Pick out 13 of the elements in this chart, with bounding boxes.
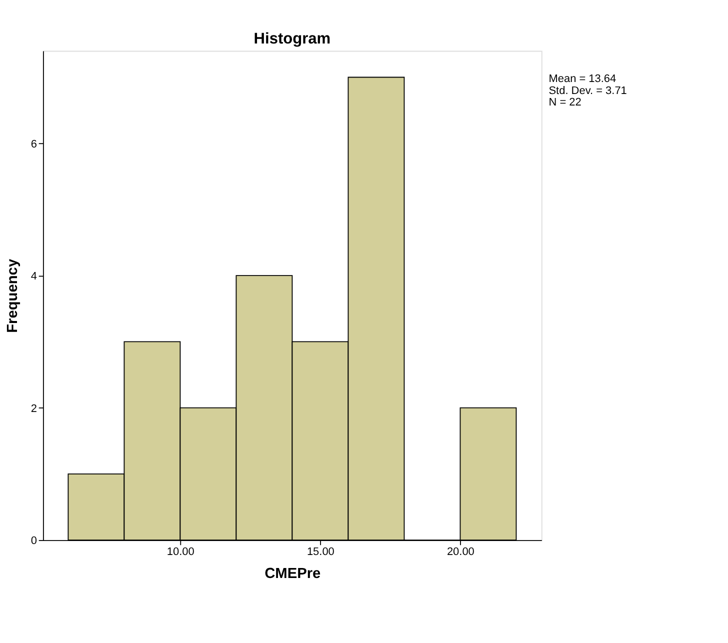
x-axis-title: CMEPre bbox=[264, 566, 321, 582]
y-axis-title: Frequency bbox=[5, 258, 22, 333]
text: Mean = 13.64 bbox=[548, 72, 616, 85]
text: N = 22 bbox=[548, 96, 582, 109]
x-tick-label: 10.00 bbox=[166, 546, 194, 558]
y-tick-label: 6 bbox=[30, 138, 38, 150]
x-tick-label: 15.00 bbox=[306, 546, 334, 558]
y-tick-label: 0 bbox=[30, 535, 38, 548]
chart-title: Histogram bbox=[254, 30, 331, 48]
y-tick-label: 2 bbox=[30, 402, 38, 415]
x-tick-label: 20.00 bbox=[446, 546, 474, 558]
text: Std. Dev. = 3.71 bbox=[548, 84, 627, 97]
y-tick-label: 4 bbox=[30, 270, 38, 283]
